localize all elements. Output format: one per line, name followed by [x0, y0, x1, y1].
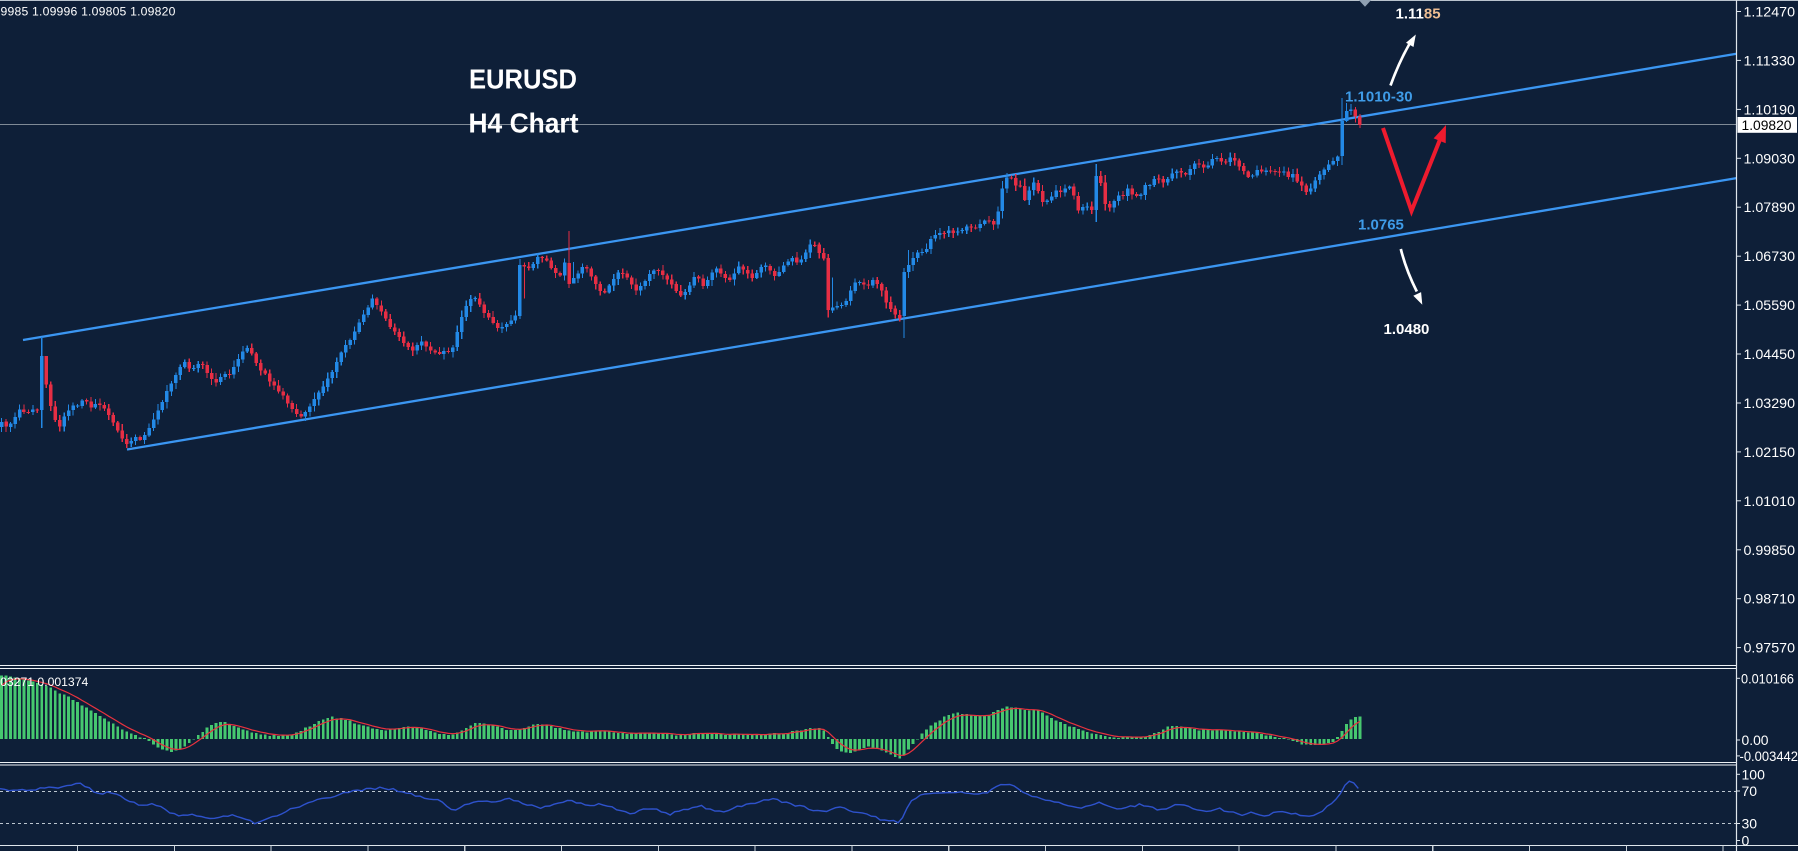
svg-text:1.01010: 1.01010: [1744, 493, 1796, 509]
svg-text:1.09030: 1.09030: [1744, 150, 1796, 166]
svg-text:1.05590: 1.05590: [1744, 297, 1796, 313]
svg-text:1.10190: 1.10190: [1744, 101, 1796, 117]
svg-text:1.09985 1.09996 1.09805 1.0982: 1.09985 1.09996 1.09805 1.09820: [0, 4, 176, 18]
svg-text:1.1010-30: 1.1010-30: [1345, 89, 1413, 106]
svg-text:0.98710: 0.98710: [1744, 591, 1796, 607]
svg-text:1.03290: 1.03290: [1744, 395, 1796, 411]
svg-text:0.99850: 0.99850: [1744, 542, 1796, 558]
svg-text:1.0765: 1.0765: [1358, 217, 1404, 234]
svg-text:100: 100: [1742, 766, 1766, 782]
svg-text:-0.003442: -0.003442: [1740, 748, 1798, 764]
svg-text:1.07890: 1.07890: [1744, 199, 1796, 215]
svg-text:1.1185: 1.1185: [1396, 6, 1441, 23]
svg-text:1.06730: 1.06730: [1744, 248, 1796, 264]
svg-text:70: 70: [1742, 783, 1758, 799]
svg-text:1.11330: 1.11330: [1744, 52, 1796, 68]
svg-text:1.02150: 1.02150: [1744, 444, 1796, 460]
svg-text:1.12470: 1.12470: [1744, 4, 1796, 20]
svg-text:30: 30: [1742, 816, 1758, 832]
svg-text:EURUSD: EURUSD: [469, 64, 577, 95]
svg-text:0.010166: 0.010166: [1741, 670, 1794, 686]
svg-text:1.04450: 1.04450: [1744, 346, 1796, 362]
svg-text:0: 0: [1742, 833, 1750, 849]
svg-text:1.0480: 1.0480: [1384, 321, 1430, 338]
svg-text:0.00: 0.00: [1742, 732, 1769, 748]
svg-text:1.09820: 1.09820: [1742, 117, 1792, 133]
svg-text:H4 Chart: H4 Chart: [469, 108, 579, 139]
svg-text:0.97570: 0.97570: [1744, 640, 1796, 656]
